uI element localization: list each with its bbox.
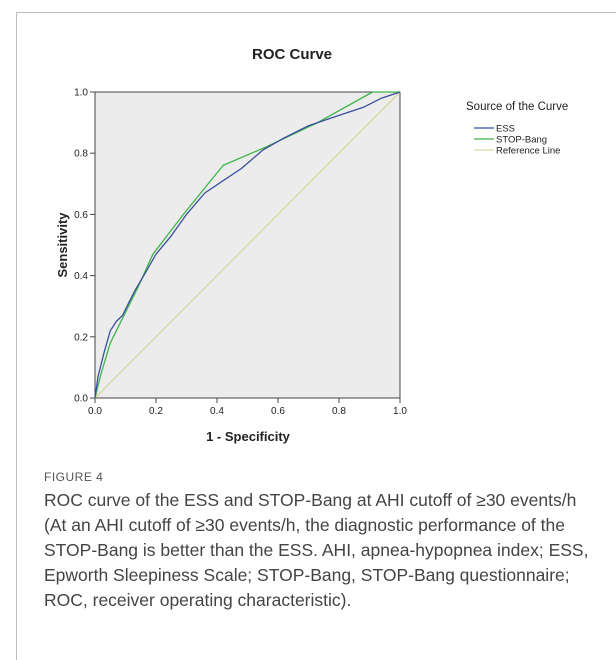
x-axis-label: 1 - Specificity	[206, 429, 291, 444]
y-tick-label: 0.6	[74, 210, 88, 221]
x-tick-label: 1.0	[393, 406, 407, 417]
roc-chart: ROC Curve 0.0 0.2 0.4 0.6 0.8 1.0 0.0 0.2 0.4 0.6…	[55, 46, 568, 444]
x-tick-label: 0.4	[210, 406, 224, 417]
ess-series-line	[94, 91, 401, 399]
x-tick-label: 0.0	[88, 406, 102, 417]
legend-label-reference-line: Reference Line	[496, 146, 560, 157]
stop-bang-series-line	[94, 91, 400, 399]
x-tick-label: 0.2	[149, 406, 163, 417]
figure-label: FIGURE 4	[44, 470, 104, 484]
figure-caption: ROC curve of the ESS and STOP-Bang at AH…	[44, 490, 589, 610]
y-tick-label: 0.0	[74, 394, 88, 405]
y-tick-label: 0.8	[74, 149, 88, 160]
y-tick-label: 0.4	[74, 271, 88, 282]
legend-title: Source of the Curve	[466, 101, 568, 113]
figure-panel	[16, 12, 616, 660]
y-tick-label: 0.2	[74, 332, 88, 343]
legend-label-stop-bang: STOP-Bang	[496, 135, 547, 146]
reference-line-series-line	[94, 91, 401, 399]
legend-label-ess: ESS	[496, 124, 515, 135]
x-tick-label: 0.8	[332, 406, 346, 417]
y-axis-label: Sensitivity	[55, 212, 70, 278]
y-tick-label: 1.0	[74, 88, 88, 99]
x-tick-label: 0.6	[271, 406, 285, 417]
chart-title: ROC Curve	[252, 46, 332, 63]
